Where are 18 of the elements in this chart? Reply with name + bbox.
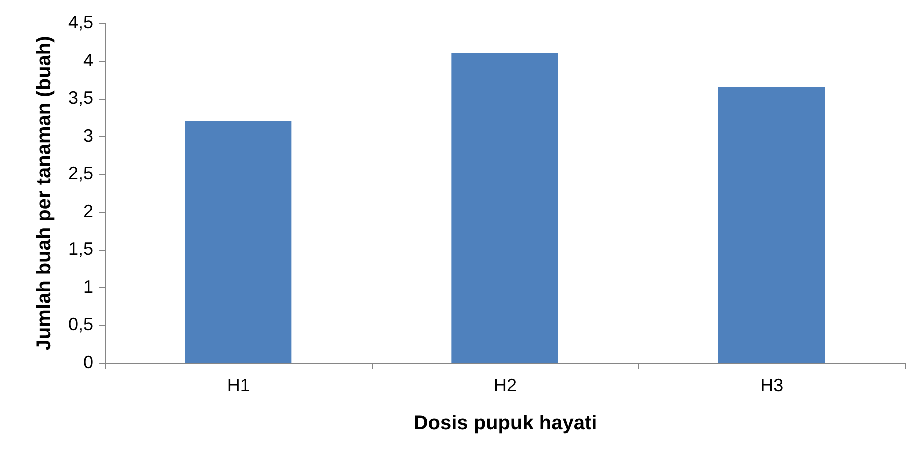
y-tick-label: 0	[83, 352, 94, 372]
y-tick-label: 4	[83, 50, 94, 70]
bar	[452, 53, 558, 363]
y-tick-label: 0,5	[68, 314, 94, 335]
y-tick-label: 1	[83, 276, 94, 297]
x-tick-label: H1	[227, 376, 250, 396]
x-tick-label: H2	[494, 376, 518, 396]
bar	[718, 87, 825, 363]
x-axis-title: Dosis pupuk hayati	[414, 412, 598, 434]
y-tick-label: 3,5	[68, 88, 94, 108]
y-axis-title: Jumlah buah per tanaman (buah)	[33, 36, 56, 351]
y-tick-label: 3	[83, 126, 94, 146]
y-tick-label: 1,5	[68, 239, 94, 260]
bar	[185, 121, 292, 363]
y-tick-label: 2,5	[68, 164, 94, 184]
y-tick-label: 2	[83, 201, 94, 222]
x-tick-label: H3	[760, 376, 784, 396]
y-tick-label: 4,5	[68, 12, 94, 32]
